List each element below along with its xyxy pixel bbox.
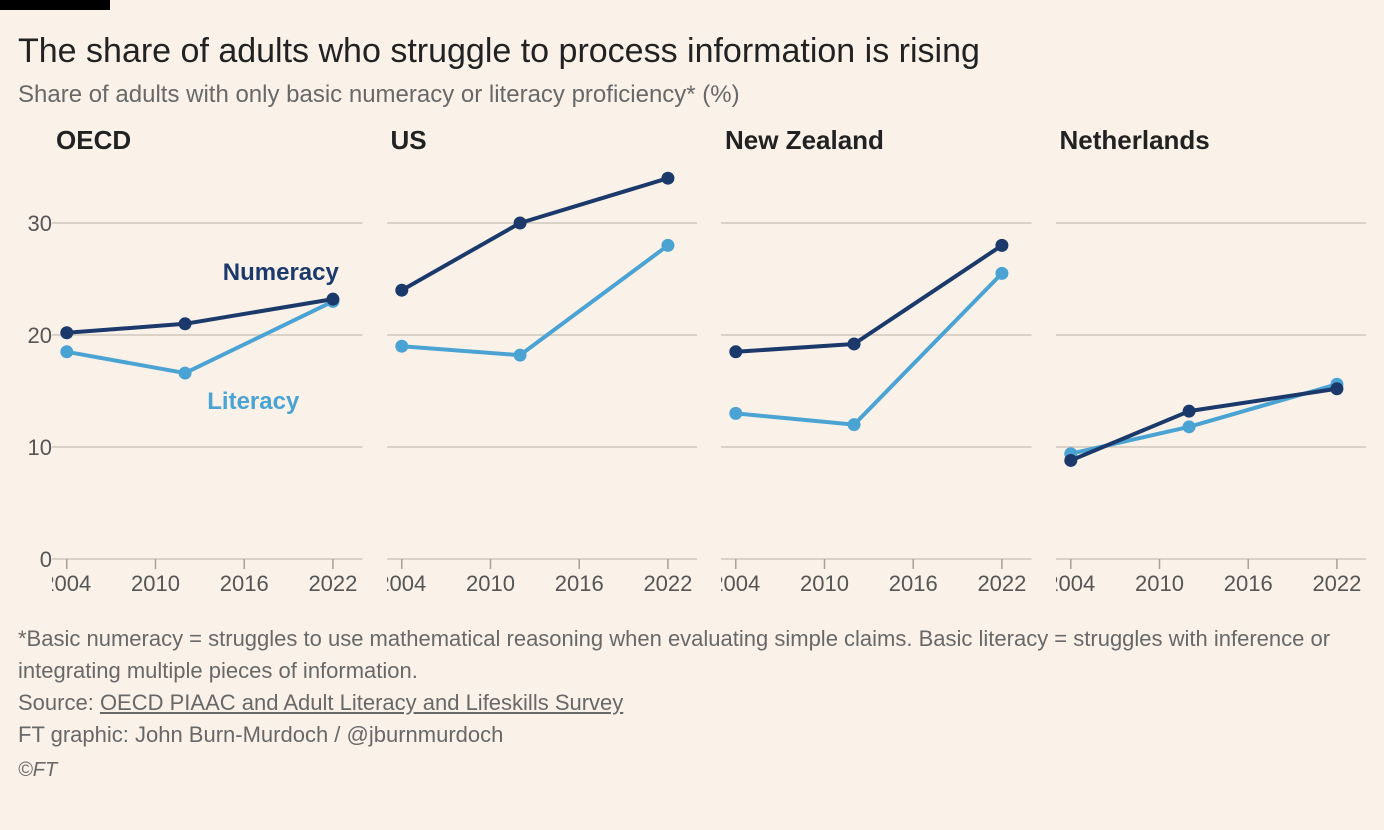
x-tick-label: 2022 [643, 571, 692, 596]
literacy-line [401, 245, 667, 355]
copyright: ©FT [18, 759, 1366, 782]
numeracy-marker [995, 239, 1008, 252]
numeracy-marker [1182, 405, 1195, 418]
x-tick-label: 2010 [1135, 571, 1184, 596]
x-tick-label: 2022 [1312, 571, 1361, 596]
panel-title: Netherlands [1060, 125, 1210, 156]
literacy-marker [60, 345, 73, 358]
chart-panel: OECD 2004 2010 2016 2022 Numeracy Literacy [52, 115, 363, 605]
footnote-source-prefix: Source: [18, 690, 100, 715]
x-tick-label: 2004 [721, 571, 760, 596]
chart-title: The share of adults who struggle to proc… [18, 32, 1366, 71]
y-tick-label: 0 [40, 547, 52, 573]
numeracy-marker [60, 326, 73, 339]
figure-container: The share of adults who struggle to proc… [0, 0, 1384, 830]
x-tick-label: 2022 [977, 571, 1026, 596]
literacy-line [67, 301, 333, 373]
chart-panel: US 2004 2010 2016 2022 [387, 115, 698, 605]
panel-svg: 2004 2010 2016 2022 [387, 115, 698, 605]
literacy-series-label: Literacy [207, 388, 299, 416]
literacy-marker [179, 367, 192, 380]
numeracy-marker [395, 284, 408, 297]
numeracy-marker [179, 317, 192, 330]
literacy-marker [1182, 420, 1195, 433]
literacy-marker [661, 239, 674, 252]
x-tick-label: 2004 [52, 571, 91, 596]
footnote-credit: FT graphic: John Burn-Murdoch / @jburnmu… [18, 722, 503, 747]
x-tick-label: 2016 [220, 571, 269, 596]
x-tick-label: 2004 [387, 571, 426, 596]
numeracy-marker [848, 337, 861, 350]
panel-title: New Zealand [725, 125, 884, 156]
literacy-marker [848, 418, 861, 431]
x-tick-label: 2022 [308, 571, 357, 596]
y-tick-label: 10 [28, 435, 52, 461]
panel-svg: 2004 2010 2016 2022 [52, 115, 363, 605]
ft-black-tab [0, 0, 110, 10]
numeracy-series-label: Numeracy [223, 259, 339, 287]
panel-svg: 2004 2010 2016 2022 [1056, 115, 1367, 605]
numeracy-marker [1330, 382, 1343, 395]
y-axis-labels: 0102030 [12, 167, 52, 559]
numeracy-marker [1064, 454, 1077, 467]
x-tick-label: 2010 [800, 571, 849, 596]
panel-title: OECD [56, 125, 131, 156]
chart-panel: New Zealand 2004 2010 2016 2022 [721, 115, 1032, 605]
panel-title: US [391, 125, 427, 156]
x-tick-label: 2004 [1056, 571, 1095, 596]
chart-panel: Netherlands 2004 2010 2016 2022 [1056, 115, 1367, 605]
numeracy-marker [513, 217, 526, 230]
x-tick-label: 2016 [889, 571, 938, 596]
chart-subtitle: Share of adults with only basic numeracy… [18, 81, 1366, 109]
literacy-marker [513, 349, 526, 362]
x-tick-label: 2016 [554, 571, 603, 596]
literacy-marker [995, 267, 1008, 280]
literacy-marker [395, 340, 408, 353]
y-tick-label: 30 [28, 211, 52, 237]
numeracy-line [736, 245, 1002, 351]
x-tick-label: 2016 [1223, 571, 1272, 596]
numeracy-marker [661, 172, 674, 185]
numeracy-line [67, 299, 333, 333]
x-tick-label: 2010 [466, 571, 515, 596]
footnote-source-link[interactable]: OECD PIAAC and Adult Literacy and Lifesk… [100, 690, 623, 715]
footnote: *Basic numeracy = struggles to use mathe… [18, 623, 1366, 751]
literacy-marker [729, 407, 742, 420]
y-tick-label: 20 [28, 323, 52, 349]
panel-svg: 2004 2010 2016 2022 [721, 115, 1032, 605]
footnote-definition: *Basic numeracy = struggles to use mathe… [18, 626, 1330, 683]
charts-row: 0 10 20 30 OECD 2004 2010 2016 2022 Numeracy Lite… [18, 115, 1366, 605]
x-tick-label: 2010 [131, 571, 180, 596]
numeracy-marker [326, 293, 339, 306]
numeracy-marker [729, 345, 742, 358]
